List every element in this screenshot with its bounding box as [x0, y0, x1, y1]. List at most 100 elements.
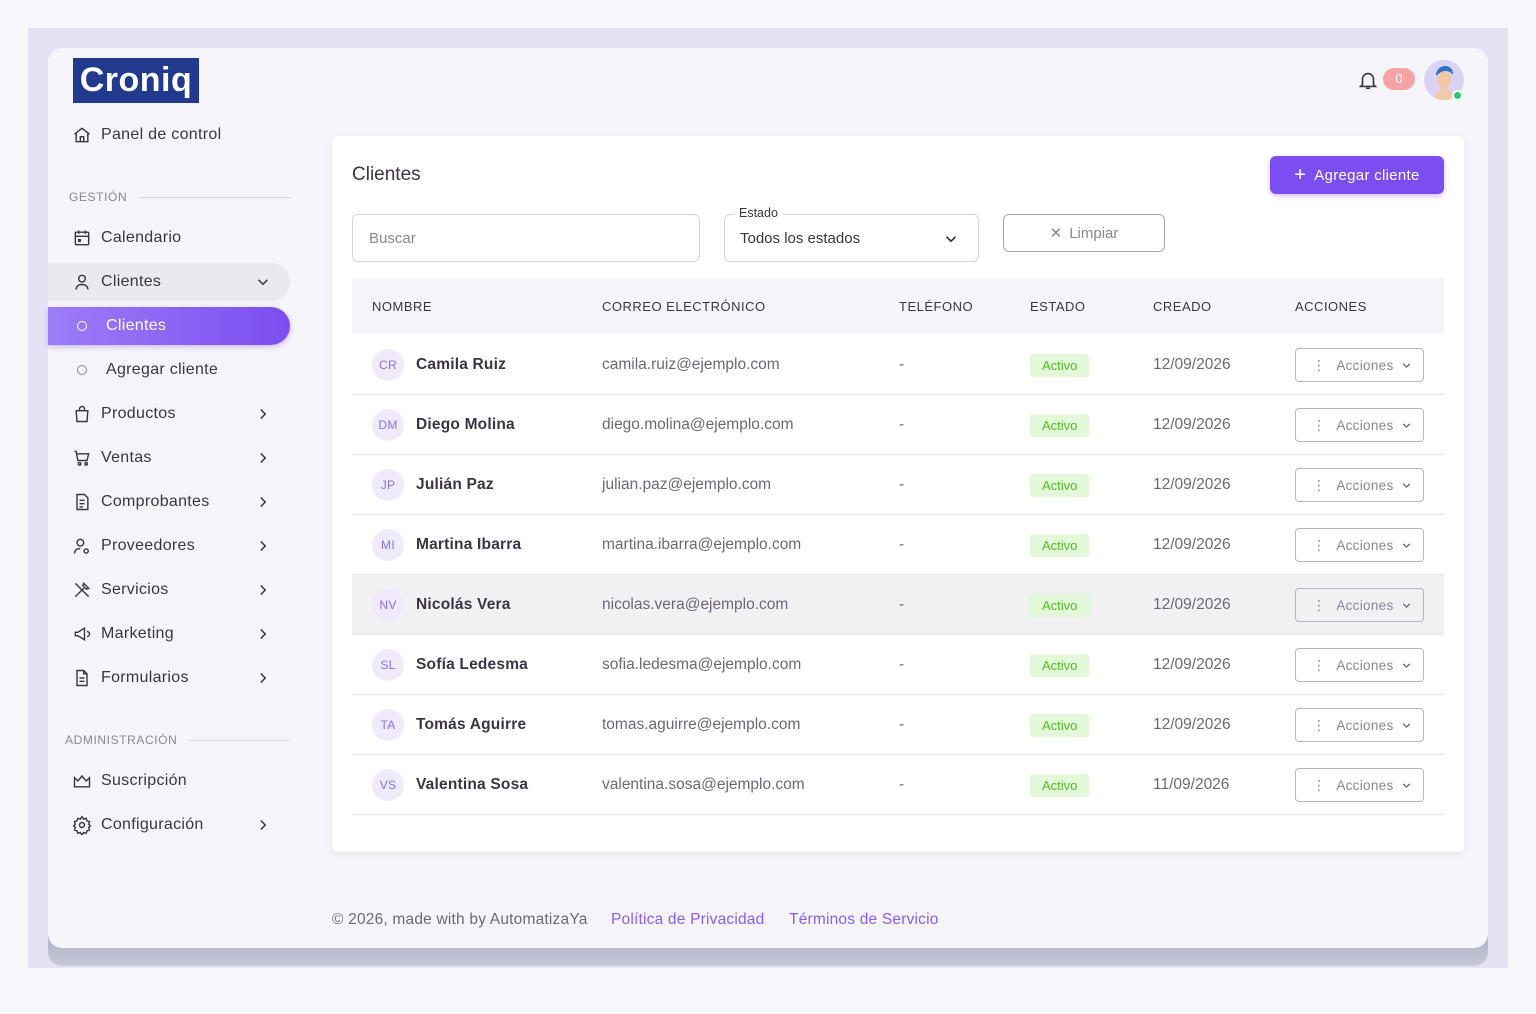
tools-icon	[72, 580, 92, 600]
table-row[interactable]: SL Sofía Ledesma sofia.ledesma@ejemplo.com…	[352, 635, 1444, 695]
status-badge: Activo	[1030, 593, 1090, 617]
status-cell: Activo	[1030, 755, 1090, 815]
actions-dropdown[interactable]: ⋮ Acciones	[1295, 468, 1424, 502]
name-cell: NV Nicolás Vera	[372, 575, 511, 635]
actions-dropdown[interactable]: ⋮ Acciones	[1295, 408, 1424, 442]
search-input[interactable]: Buscar	[352, 214, 700, 262]
actions-cell: ⋮ Acciones	[1295, 515, 1424, 575]
email-cell: tomas.aguirre@ejemplo.com	[602, 716, 801, 733]
table-row[interactable]: TA Tomás Aguirre tomas.aguirre@ejemplo.com…	[352, 695, 1444, 755]
table-row[interactable]: JP Julián Paz julian.paz@ejemplo.com - Activ…	[352, 455, 1444, 515]
created-cell: 12/09/2026	[1153, 416, 1231, 433]
sidebar-item-label: Clientes	[106, 317, 167, 334]
status-cell: Activo	[1030, 395, 1090, 455]
sidebar-item-receipts[interactable]: Comprobantes	[48, 483, 290, 521]
client-name[interactable]: Camila Ruiz	[416, 356, 507, 373]
avatar-initials: SL	[372, 649, 404, 681]
sidebar-item-label: Clientes	[101, 273, 162, 290]
cart-icon	[72, 448, 92, 468]
actions-dropdown[interactable]: ⋮ Acciones	[1295, 588, 1424, 622]
sidebar-item-dashboard[interactable]: Panel de control	[48, 116, 290, 154]
client-name[interactable]: Sofía Ledesma	[416, 656, 529, 673]
avatar-initials: JP	[372, 469, 404, 501]
chevron-right-icon	[260, 584, 267, 596]
column-header-actions: ACCIONES	[1295, 299, 1367, 314]
chevron-down-icon	[1402, 543, 1411, 549]
actions-cell: ⋮ Acciones	[1295, 575, 1424, 635]
terms-link[interactable]: Términos de Servicio	[789, 911, 939, 928]
table-row[interactable]: NV Nicolás Vera nicolas.vera@ejemplo.com - A…	[352, 575, 1444, 635]
status-select[interactable]: Todos los estados	[724, 214, 979, 262]
sidebar-item-marketing[interactable]: Marketing	[48, 615, 290, 653]
email-cell: martina.ibarra@ejemplo.com	[602, 536, 802, 553]
add-client-button[interactable]: + Agregar cliente	[1270, 156, 1444, 194]
sidebar-item-subscription[interactable]: Suscripción	[48, 762, 290, 800]
clients-card: Clientes + Agregar cliente Buscar Todos …	[332, 136, 1464, 852]
phone-cell: -	[899, 716, 905, 733]
column-header-status[interactable]: ESTADO	[1030, 299, 1086, 314]
name-cell: TA Tomás Aguirre	[372, 695, 526, 755]
actions-dropdown[interactable]: ⋮ Acciones	[1295, 708, 1424, 742]
client-name[interactable]: Diego Molina	[416, 416, 515, 433]
brand-logo[interactable]: Croniq	[73, 58, 199, 103]
page-title: Clientes	[352, 164, 421, 185]
sidebar-item-forms[interactable]: Formularios	[48, 659, 290, 697]
phone-cell: -	[899, 596, 905, 613]
column-header-phone[interactable]: TELÉFONO	[899, 299, 974, 314]
actions-dropdown[interactable]: ⋮ Acciones	[1295, 348, 1424, 382]
sidebar-item-clients[interactable]: Clientes	[48, 263, 290, 301]
phone-cell: -	[899, 536, 905, 553]
table-row[interactable]: VS Valentina Sosa valentina.sosa@ejemplo.c…	[352, 755, 1444, 815]
more-vertical-icon: ⋮	[1312, 596, 1327, 613]
status-select-label: Estado	[734, 206, 783, 220]
name-cell: DM Diego Molina	[372, 395, 515, 455]
client-name[interactable]: Valentina Sosa	[416, 776, 529, 793]
table-row[interactable]: MI Martina Ibarra martina.ibarra@ejemplo.c…	[352, 515, 1444, 575]
phone-cell: -	[899, 776, 905, 793]
chevron-down-icon	[1402, 783, 1411, 789]
column-header-created[interactable]: CREADO	[1153, 299, 1212, 314]
chevron-right-icon	[260, 540, 267, 552]
sidebar-item-calendar[interactable]: Calendario	[48, 219, 290, 257]
table-row[interactable]: DM Diego Molina diego.molina@ejemplo.com - A…	[352, 395, 1444, 455]
sidebar-item-sales[interactable]: Ventas	[48, 439, 290, 477]
actions-dropdown[interactable]: ⋮ Acciones	[1295, 528, 1424, 562]
created-cell: 12/09/2026	[1153, 476, 1231, 493]
circle-icon	[77, 365, 87, 375]
client-name[interactable]: Martina Ibarra	[416, 536, 522, 553]
circle-icon	[77, 321, 87, 331]
email-cell: nicolas.vera@ejemplo.com	[602, 596, 789, 613]
actions-dropdown[interactable]: ⋮ Acciones	[1295, 768, 1424, 802]
more-vertical-icon: ⋮	[1312, 356, 1327, 373]
receipt-icon	[72, 492, 92, 512]
online-status-dot	[1452, 90, 1463, 101]
status-badge: Activo	[1030, 533, 1090, 557]
column-header-name[interactable]: NOMBRE	[372, 299, 433, 314]
client-name[interactable]: Julián Paz	[416, 476, 494, 493]
client-name[interactable]: Nicolás Vera	[416, 596, 511, 613]
column-header-email[interactable]: CORREO ELECTRÓNICO	[602, 299, 766, 314]
more-vertical-icon: ⋮	[1312, 656, 1327, 673]
sidebar-item-clients-list[interactable]: Clientes	[48, 307, 290, 345]
actions-dropdown[interactable]: ⋮ Acciones	[1295, 648, 1424, 682]
table-row[interactable]: CR Camila Ruiz camila.ruiz@ejemplo.com - Act…	[352, 335, 1444, 395]
status-cell: Activo	[1030, 335, 1090, 395]
privacy-link[interactable]: Política de Privacidad	[611, 911, 765, 928]
actions-cell: ⋮ Acciones	[1295, 695, 1424, 755]
status-badge: Activo	[1030, 413, 1090, 437]
phone-cell: -	[899, 476, 905, 493]
avatar-initials: VS	[372, 769, 404, 801]
client-name[interactable]: Tomás Aguirre	[416, 716, 527, 733]
bell-icon[interactable]	[1357, 69, 1379, 91]
clear-filters-button[interactable]: ✕ Limpiar	[1003, 214, 1165, 252]
chevron-down-icon	[257, 279, 269, 286]
sidebar-item-settings[interactable]: Configuración	[48, 806, 290, 844]
more-vertical-icon: ⋮	[1312, 776, 1327, 793]
actions-cell: ⋮ Acciones	[1295, 635, 1424, 695]
sidebar-item-add-client[interactable]: Agregar cliente	[48, 351, 290, 389]
email-cell: camila.ruiz@ejemplo.com	[602, 356, 780, 373]
sidebar-item-services[interactable]: Servicios	[48, 571, 290, 609]
home-icon	[72, 125, 92, 145]
sidebar-item-products[interactable]: Productos	[48, 395, 290, 433]
sidebar-item-suppliers[interactable]: Proveedores	[48, 527, 290, 565]
